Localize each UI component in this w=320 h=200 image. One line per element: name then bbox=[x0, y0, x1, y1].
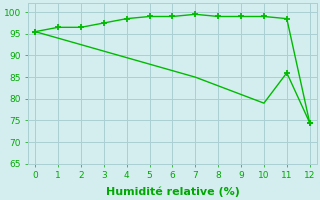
X-axis label: Humidité relative (%): Humidité relative (%) bbox=[106, 186, 239, 197]
